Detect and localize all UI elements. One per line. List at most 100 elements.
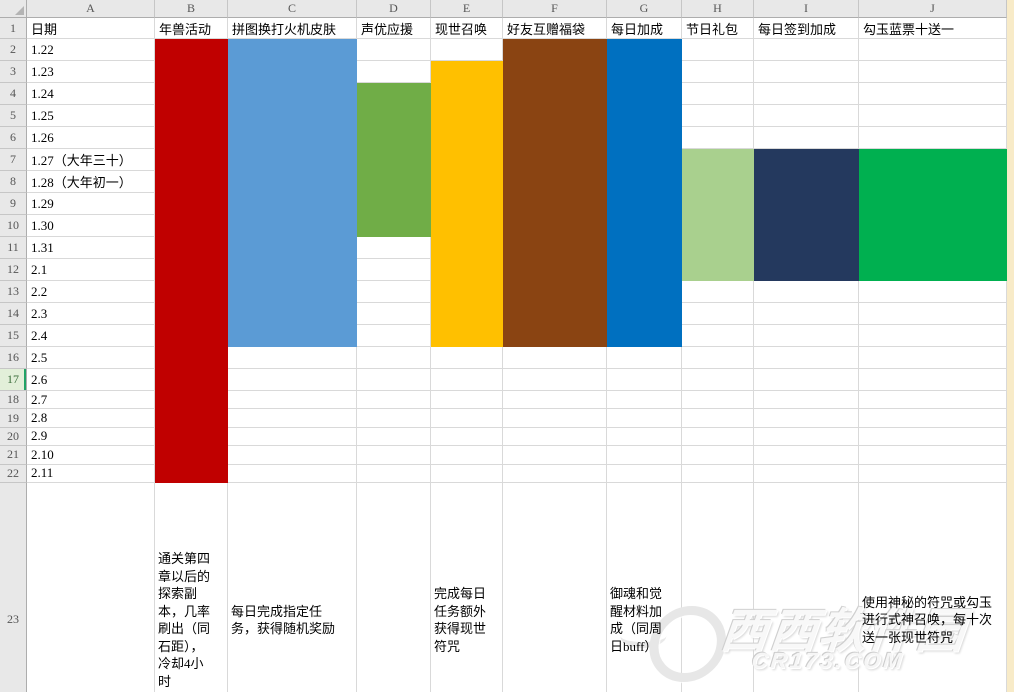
date-cell-row-2[interactable]: 1.22	[27, 39, 155, 61]
date-cell-row-7[interactable]: 1.27（大年三十）	[27, 149, 155, 171]
row-header-14[interactable]: 14	[0, 303, 27, 325]
cell-F20[interactable]	[503, 427, 607, 447]
row-header-19[interactable]: 19	[0, 409, 27, 428]
cell-F18[interactable]	[503, 391, 607, 410]
cell-J21[interactable]	[859, 446, 1007, 465]
select-all-corner[interactable]	[0, 0, 27, 18]
date-cell-row-19[interactable]: 2.8	[27, 409, 155, 428]
date-cell-row-16[interactable]: 2.5	[27, 347, 155, 369]
cell-E20[interactable]	[431, 427, 503, 447]
cell-E22[interactable]	[431, 464, 503, 483]
cell-J19[interactable]	[859, 409, 1007, 428]
cell-G17[interactable]	[607, 369, 682, 391]
cell-J3[interactable]	[859, 61, 1007, 83]
column-header-A[interactable]: A	[27, 0, 155, 18]
cell-C20[interactable]	[228, 427, 357, 447]
row-header-9[interactable]: 9	[0, 193, 27, 215]
cell-D17[interactable]	[357, 369, 431, 391]
date-cell-row-17[interactable]: 2.6	[27, 369, 155, 391]
note-cell-B[interactable]: 通关第四章以后的探索副本，几率刷出（同石距），冷却4小时	[155, 483, 228, 692]
row-header-13[interactable]: 13	[0, 281, 27, 303]
row-header-1[interactable]: 1	[0, 18, 27, 39]
cell-H20[interactable]	[682, 427, 754, 447]
cell-C17[interactable]	[228, 369, 357, 391]
row-header-10[interactable]: 10	[0, 215, 27, 237]
date-cell-row-12[interactable]: 2.1	[27, 259, 155, 281]
column-header-H[interactable]: H	[682, 0, 754, 18]
row-header-2[interactable]: 2	[0, 39, 27, 61]
cell-C21[interactable]	[228, 446, 357, 465]
cell-D13[interactable]	[357, 281, 431, 303]
cell-I3[interactable]	[754, 61, 859, 83]
cell-D22[interactable]	[357, 464, 431, 483]
cell-H4[interactable]	[682, 83, 754, 105]
cell-G22[interactable]	[607, 464, 682, 483]
cell-H14[interactable]	[682, 303, 754, 325]
cell-D2[interactable]	[357, 39, 431, 61]
cell-I16[interactable]	[754, 347, 859, 369]
row-header-20[interactable]: 20	[0, 427, 27, 447]
cell-I13[interactable]	[754, 281, 859, 303]
cell-C19[interactable]	[228, 409, 357, 428]
activity-bar-D[interactable]	[357, 83, 431, 237]
note-cell-G[interactable]: 御魂和觉醒材料加成（同周日buff）	[607, 483, 682, 692]
row-header-3[interactable]: 3	[0, 61, 27, 83]
cell-D19[interactable]	[357, 409, 431, 428]
cell-G19[interactable]	[607, 409, 682, 428]
cell-D16[interactable]	[357, 347, 431, 369]
cell-D12[interactable]	[357, 259, 431, 281]
cell-E17[interactable]	[431, 369, 503, 391]
activity-title-I[interactable]: 每日签到加成	[754, 18, 859, 39]
cell-F17[interactable]	[503, 369, 607, 391]
cell-H15[interactable]	[682, 325, 754, 347]
activity-bar-C[interactable]	[228, 39, 357, 347]
date-cell-row-14[interactable]: 2.3	[27, 303, 155, 325]
cell-D11[interactable]	[357, 237, 431, 259]
cell-F19[interactable]	[503, 409, 607, 428]
note-cell-D[interactable]	[357, 483, 431, 692]
activity-title-D[interactable]: 声优应援	[357, 18, 431, 39]
row-header-16[interactable]: 16	[0, 347, 27, 369]
cell-H13[interactable]	[682, 281, 754, 303]
cell-I15[interactable]	[754, 325, 859, 347]
activity-title-E[interactable]: 现世召唤	[431, 18, 503, 39]
date-cell-row-13[interactable]: 2.2	[27, 281, 155, 303]
activity-bar-H[interactable]	[682, 149, 754, 281]
date-cell-row-11[interactable]: 1.31	[27, 237, 155, 259]
cell-J17[interactable]	[859, 369, 1007, 391]
cell-I19[interactable]	[754, 409, 859, 428]
row-header-6[interactable]: 6	[0, 127, 27, 149]
cell-I17[interactable]	[754, 369, 859, 391]
cell-E21[interactable]	[431, 446, 503, 465]
column-header-E[interactable]: E	[431, 0, 503, 18]
date-cell-row-18[interactable]: 2.7	[27, 391, 155, 410]
cell-G16[interactable]	[607, 347, 682, 369]
activity-title-B[interactable]: 年兽活动	[155, 18, 228, 39]
note-cell-C[interactable]: 每日完成指定任务，获得随机奖励	[228, 483, 357, 692]
cell-D20[interactable]	[357, 427, 431, 447]
cell-D15[interactable]	[357, 325, 431, 347]
date-cell-row-5[interactable]: 1.25	[27, 105, 155, 127]
column-header-G[interactable]: G	[607, 0, 682, 18]
activity-bar-E[interactable]	[431, 61, 503, 347]
row-header-22[interactable]: 22	[0, 464, 27, 483]
cell-C22[interactable]	[228, 464, 357, 483]
date-cell-row-15[interactable]: 2.4	[27, 325, 155, 347]
cell-J20[interactable]	[859, 427, 1007, 447]
column-header-B[interactable]: B	[155, 0, 228, 18]
row-header-15[interactable]: 15	[0, 325, 27, 347]
cell-J5[interactable]	[859, 105, 1007, 127]
note-cell-F[interactable]	[503, 483, 607, 692]
column-header-C[interactable]: C	[228, 0, 357, 18]
date-cell-row-6[interactable]: 1.26	[27, 127, 155, 149]
cell-H21[interactable]	[682, 446, 754, 465]
cell-G20[interactable]	[607, 427, 682, 447]
cell-I6[interactable]	[754, 127, 859, 149]
cell-E2[interactable]	[431, 39, 503, 61]
cell-J14[interactable]	[859, 303, 1007, 325]
cell-D21[interactable]	[357, 446, 431, 465]
date-cell-row-22[interactable]: 2.11	[27, 464, 155, 483]
note-cell-I[interactable]	[754, 483, 859, 692]
row-header-7[interactable]: 7	[0, 149, 27, 171]
activity-title-G[interactable]: 每日加成	[607, 18, 682, 39]
